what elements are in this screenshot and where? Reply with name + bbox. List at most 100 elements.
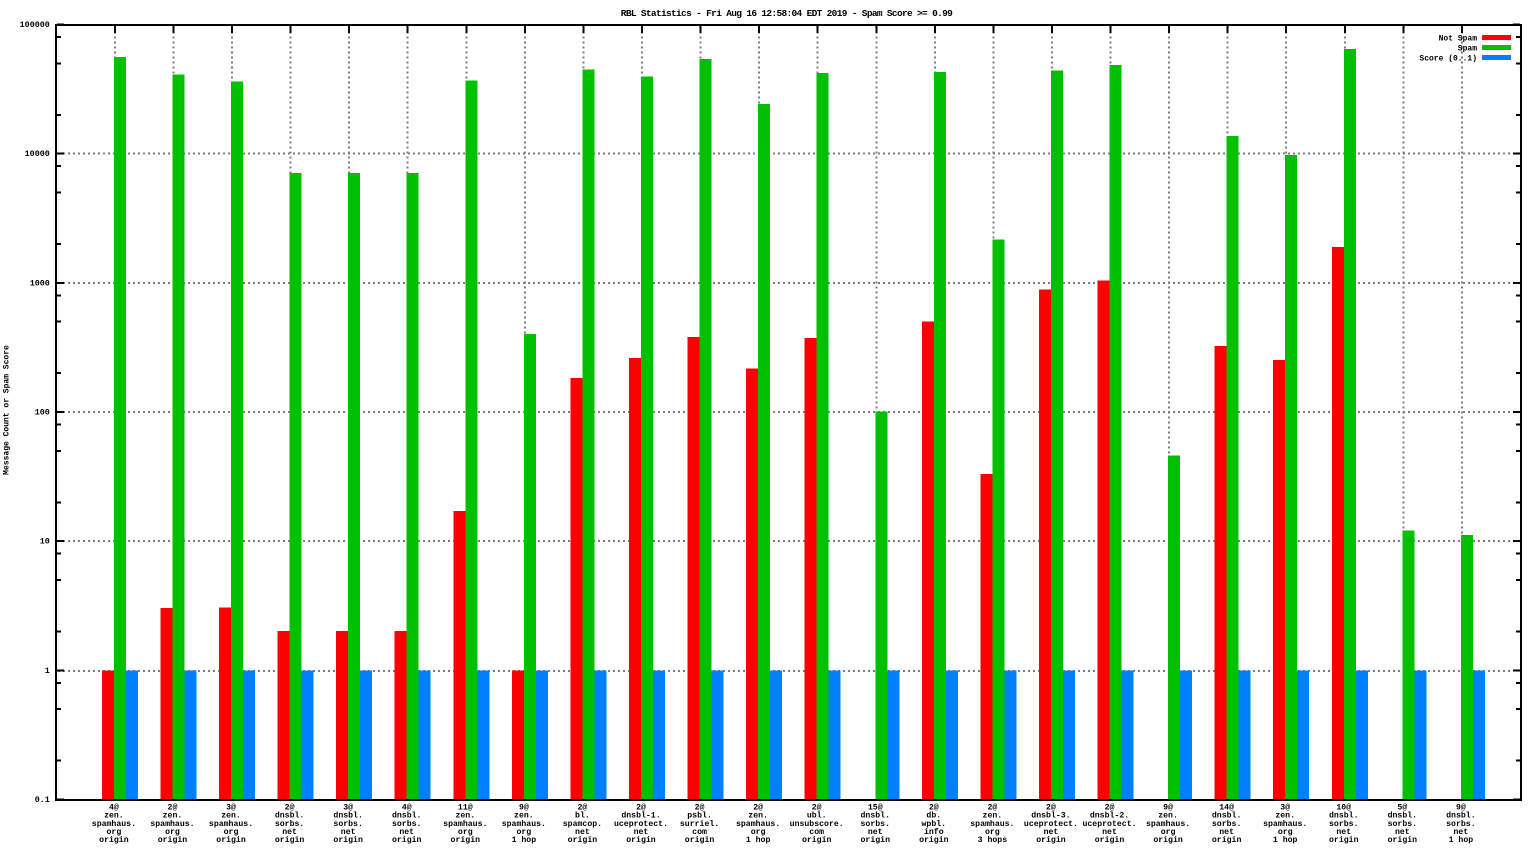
svg-text:origin: origin <box>216 835 246 845</box>
svg-text:zen.: zen. <box>104 812 124 821</box>
svg-text:0.1: 0.1 <box>35 795 50 805</box>
svg-text:zen.: zen. <box>514 812 534 821</box>
svg-text:sorbs.: sorbs. <box>861 819 890 829</box>
svg-text:zen.: zen. <box>983 812 1003 821</box>
svg-text:origin: origin <box>1388 835 1418 845</box>
svg-text:org: org <box>165 828 180 837</box>
svg-text:3 hops: 3 hops <box>978 835 1008 845</box>
svg-text:1000: 1000 <box>30 278 50 288</box>
svg-text:ubl.: ubl. <box>807 811 827 821</box>
svg-text:org: org <box>224 828 239 837</box>
svg-text:9@: 9@ <box>1456 802 1466 812</box>
svg-text:2@: 2@ <box>578 802 588 812</box>
svg-text:2@: 2@ <box>1046 802 1056 812</box>
svg-text:origin: origin <box>451 835 481 845</box>
svg-text:spamhaus.: spamhaus. <box>92 819 136 829</box>
svg-text:unsubscore.: unsubscore. <box>790 819 844 829</box>
svg-text:10: 10 <box>40 537 50 547</box>
svg-text:spamhaus.: spamhaus. <box>970 819 1014 829</box>
svg-text:origin: origin <box>99 835 129 845</box>
svg-text:net: net <box>634 828 649 837</box>
svg-text:2@: 2@ <box>168 802 178 812</box>
svg-text:origin: origin <box>919 835 949 845</box>
svg-text:surriel.: surriel. <box>680 819 719 829</box>
svg-text:uceprotect.: uceprotect. <box>1024 820 1078 829</box>
svg-text:origin: origin <box>685 835 715 845</box>
svg-text:net: net <box>399 828 414 837</box>
svg-text:net: net <box>1102 828 1117 837</box>
svg-text:2@: 2@ <box>1105 802 1115 812</box>
svg-text:origin: origin <box>1153 835 1183 845</box>
svg-text:origin: origin <box>333 835 363 845</box>
svg-text:1: 1 <box>45 666 50 676</box>
svg-text:origin: origin <box>1212 835 1242 845</box>
svg-text:2@: 2@ <box>636 802 646 812</box>
svg-text:Message Count or Spam Score: Message Count or Spam Score <box>3 345 12 475</box>
svg-text:spamhaus.: spamhaus. <box>736 819 780 829</box>
svg-text:origin: origin <box>1036 835 1066 845</box>
svg-text:dnsbl.: dnsbl. <box>1329 811 1358 821</box>
svg-text:Score (0..1): Score (0..1) <box>1419 55 1477 64</box>
svg-text:bl.: bl. <box>575 811 590 821</box>
svg-text:net: net <box>868 828 883 837</box>
svg-text:origin: origin <box>1329 835 1359 845</box>
svg-text:100: 100 <box>35 408 50 418</box>
svg-text:100000: 100000 <box>20 20 50 30</box>
svg-text:dnsbl.: dnsbl. <box>861 811 890 821</box>
svg-text:net: net <box>1454 828 1469 837</box>
svg-text:origin: origin <box>861 835 891 845</box>
svg-text:10@: 10@ <box>1336 802 1351 812</box>
svg-text:net: net <box>1395 828 1410 837</box>
svg-text:dnsbl.: dnsbl. <box>275 811 304 821</box>
svg-text:spamhaus.: spamhaus. <box>502 819 546 829</box>
svg-text:5@: 5@ <box>1397 802 1407 812</box>
svg-text:spamhaus.: spamhaus. <box>150 819 194 829</box>
svg-text:11@: 11@ <box>458 802 473 812</box>
svg-text:net: net <box>1336 828 1351 837</box>
svg-text:Not Spam: Not Spam <box>1439 35 1478 44</box>
svg-text:info: info <box>924 827 944 837</box>
svg-text:origin: origin <box>275 835 305 845</box>
svg-text:dnsbl.: dnsbl. <box>1388 811 1417 821</box>
svg-text:1 hop: 1 hop <box>1273 835 1298 845</box>
svg-text:net: net <box>1044 828 1059 837</box>
svg-text:origin: origin <box>802 835 832 845</box>
svg-text:sorbs.: sorbs. <box>275 819 304 829</box>
svg-text:2@: 2@ <box>812 802 822 812</box>
svg-text:15@: 15@ <box>868 802 883 812</box>
svg-text:origin: origin <box>626 835 656 845</box>
svg-text:3@: 3@ <box>343 802 353 812</box>
svg-text:dnsbl.: dnsbl. <box>1212 811 1241 821</box>
svg-text:9@: 9@ <box>519 802 529 812</box>
svg-text:db.: db. <box>926 811 941 821</box>
svg-text:dnsbl-3.: dnsbl-3. <box>1031 811 1070 821</box>
svg-text:net: net <box>282 828 297 837</box>
svg-text:origin: origin <box>1095 835 1125 845</box>
svg-text:sorbs.: sorbs. <box>1212 819 1241 829</box>
svg-text:10000: 10000 <box>25 149 50 159</box>
svg-text:org: org <box>107 828 122 837</box>
svg-text:sorbs.: sorbs. <box>392 819 421 829</box>
svg-text:2@: 2@ <box>753 802 763 812</box>
svg-text:net: net <box>341 828 356 837</box>
svg-text:sorbs.: sorbs. <box>333 819 362 829</box>
svg-text:dnsbl.: dnsbl. <box>392 811 421 821</box>
svg-text:zen.: zen. <box>221 812 241 821</box>
svg-text:zen.: zen. <box>1158 812 1178 821</box>
svg-text:2@: 2@ <box>987 802 997 812</box>
svg-text:spamhaus.: spamhaus. <box>1146 819 1190 829</box>
svg-text:3@: 3@ <box>226 802 236 812</box>
svg-text:origin: origin <box>158 835 188 845</box>
svg-text:zen.: zen. <box>748 812 768 821</box>
svg-text:org: org <box>1161 828 1176 837</box>
svg-text:org: org <box>516 828 531 837</box>
svg-text:origin: origin <box>568 835 598 845</box>
svg-text:net: net <box>1219 828 1234 837</box>
svg-text:1 hop: 1 hop <box>512 835 537 845</box>
svg-text:4@: 4@ <box>402 802 412 812</box>
svg-text:wpbl.: wpbl. <box>922 819 947 829</box>
svg-text:spamhaus.: spamhaus. <box>209 819 253 829</box>
svg-text:sorbs.: sorbs. <box>1329 819 1358 829</box>
svg-text:sorbs.: sorbs. <box>1388 819 1417 829</box>
svg-text:spamhaus.: spamhaus. <box>1263 819 1307 829</box>
